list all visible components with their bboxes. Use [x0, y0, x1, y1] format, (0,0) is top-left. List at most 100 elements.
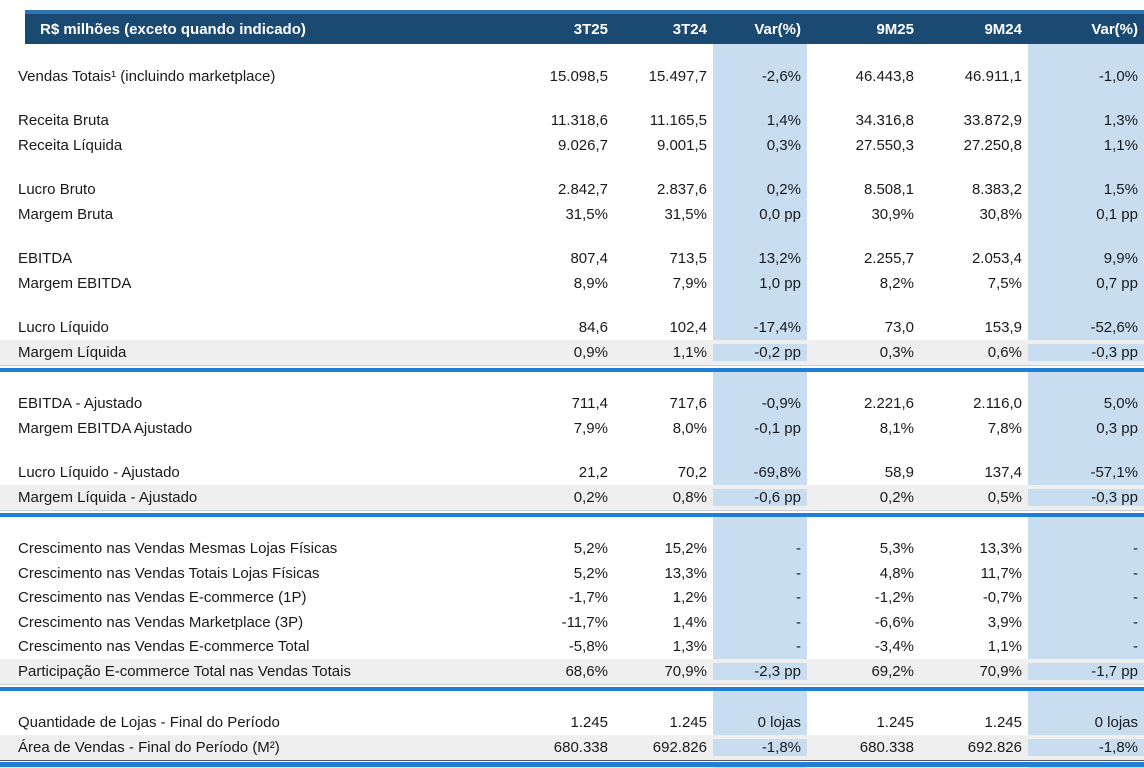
metric-label: EBITDA: [18, 250, 73, 268]
cell-var-pct-q: -: [713, 540, 807, 558]
cell-3t24: 15,2%: [664, 540, 707, 558]
cell-9m25: 1.245: [876, 714, 914, 732]
cell-9m25: 680.338: [859, 738, 914, 756]
cell-var-pct-q: -17,4%: [713, 319, 807, 337]
metric-label: Área de Vendas - Final do Período (M²): [18, 738, 280, 756]
table-section: Crescimento nas Vendas Mesmas Lojas Físi…: [0, 537, 1144, 691]
cell-9m24: 0,6%: [987, 343, 1022, 361]
table-section: Vendas Totais¹ (incluindo marketplace) 15…: [0, 64, 1144, 89]
table-row: Lucro Líquido 84,6 102,4 -17,4% 73,0 153,9 -52…: [0, 316, 1144, 341]
cell-3t24: 7,9%: [672, 274, 707, 292]
metric-label: Participação E-commerce Total nas Vendas…: [18, 662, 351, 680]
metric-label: Crescimento nas Vendas E-commerce Total: [18, 638, 310, 656]
cell-3t25: 711,4: [571, 395, 608, 413]
cell-var-pct-9m: -52,6%: [1028, 319, 1144, 337]
cell-3t25: 11.318,6: [550, 112, 608, 130]
column-header-9m25: 9M25: [876, 20, 914, 38]
cell-9m25: 4,8%: [879, 564, 914, 582]
metric-label: EBITDA - Ajustado: [18, 395, 143, 413]
cell-9m24: 1.245: [984, 714, 1022, 732]
table-row: Crescimento nas Vendas E-commerce (1P) -1…: [0, 586, 1144, 611]
cell-3t24: 11.165,5: [649, 112, 707, 130]
cell-9m24: 7,5%: [987, 274, 1022, 292]
cell-9m25: 46.443,8: [855, 67, 914, 85]
table-row: EBITDA - Ajustado 711,4 717,6 -0,9% 2.221,6 2…: [0, 392, 1144, 417]
table-row: Margem Bruta 31,5% 31,5% 0,0 pp 30,9% 30,8% 0,…: [0, 202, 1144, 227]
cell-var-pct-9m: -1,0%: [1028, 67, 1144, 85]
cell-3t24: 1,2%: [672, 589, 707, 607]
cell-3t25: 680.338: [553, 738, 608, 756]
table-row: Lucro Líquido - Ajustado 21,2 70,2 -69,8% 58…: [0, 461, 1144, 486]
cell-9m25: -1,2%: [874, 589, 914, 607]
cell-9m25: -6,6%: [874, 613, 914, 631]
cell-9m25: 58,9: [884, 464, 914, 482]
metric-label: Receita Bruta: [18, 112, 109, 130]
cell-3t24: 70,9%: [664, 662, 707, 680]
header-top-accent: [0, 10, 1144, 14]
cell-var-pct-q: -0,1 pp: [713, 419, 807, 437]
cell-var-pct-9m: -: [1028, 540, 1144, 558]
cell-3t25: 2.842,7: [557, 181, 608, 199]
metric-label: Margem Bruta: [18, 205, 114, 223]
cell-var-pct-q: -0,6 pp: [713, 488, 807, 506]
table-row: Crescimento nas Vendas Totais Lojas Físi…: [0, 561, 1144, 586]
table-row: Receita Bruta 11.318,6 11.165,5 1,4% 34.316,…: [0, 109, 1144, 134]
cell-9m25: 27.550,3: [855, 136, 914, 154]
cell-3t25: 5,2%: [573, 540, 608, 558]
cell-3t25: 8,9%: [573, 274, 608, 292]
cell-3t24: 31,5%: [664, 205, 707, 223]
table-row: Margem EBITDA 8,9% 7,9% 1,0 pp 8,2% 7,5% 0,7 p…: [0, 271, 1144, 296]
cell-9m25: 0,2%: [879, 488, 914, 506]
cell-9m25: 8,2%: [879, 274, 914, 292]
cell-var-pct-9m: -: [1028, 613, 1144, 631]
cell-3t25: -5,8%: [568, 638, 608, 656]
cell-var-pct-9m: -0,3 pp: [1028, 343, 1144, 361]
cell-var-pct-q: 13,2%: [713, 250, 807, 268]
cell-9m25: 34.316,8: [855, 112, 914, 130]
cell-9m24: 3,9%: [987, 613, 1022, 631]
metric-label: Lucro Bruto: [18, 181, 96, 199]
table-section: Lucro Líquido 84,6 102,4 -17,4% 73,0 153,9 -52…: [0, 316, 1144, 372]
section-separator: [0, 509, 1144, 517]
table-row: Área de Vendas - Final do Período (M²) 68…: [0, 735, 1144, 760]
table-section: Receita Bruta 11.318,6 11.165,5 1,4% 34.316,…: [0, 109, 1144, 158]
table-row: Margem Líquida - Ajustado 0,2% 0,8% -0,6 pp…: [0, 485, 1144, 510]
cell-var-pct-q: -0,2 pp: [713, 343, 807, 361]
cell-9m24: -0,7%: [982, 589, 1022, 607]
cell-3t24: 713,5: [669, 250, 707, 268]
table-row: Margem EBITDA Ajustado 7,9% 8,0% -0,1 pp 8,1…: [0, 416, 1144, 441]
cell-9m24: 7,8%: [987, 419, 1022, 437]
table-section: EBITDA 807,4 713,5 13,2% 2.255,7 2.053,4 9,9% M…: [0, 247, 1144, 296]
cell-3t25: 0,9%: [573, 343, 608, 361]
cell-3t24: 2.837,6: [656, 181, 707, 199]
metric-label: Margem Líquida - Ajustado: [18, 488, 198, 506]
cell-9m24: 46.911,1: [964, 67, 1022, 85]
cell-3t24: 13,3%: [664, 564, 707, 582]
cell-9m25: 30,9%: [871, 205, 914, 223]
cell-3t24: 15.497,7: [648, 67, 707, 85]
cell-var-pct-9m: 1,5%: [1028, 181, 1144, 199]
cell-9m25: 8.508,1: [863, 181, 914, 199]
cell-var-pct-q: 1,4%: [713, 112, 807, 130]
table-section: Quantidade de Lojas - Final do Período 1.…: [0, 711, 1144, 767]
metric-label: Crescimento nas Vendas Totais Lojas Físi…: [18, 564, 320, 582]
cell-3t25: 21,2: [578, 464, 608, 482]
cell-var-pct-q: -: [713, 564, 807, 582]
metric-label: Quantidade de Lojas - Final do Período: [18, 714, 280, 732]
cell-9m24: 11,7%: [980, 564, 1022, 582]
cell-9m25: 0,3%: [879, 343, 914, 361]
metric-label: Lucro Líquido: [18, 319, 109, 337]
cell-3t25: -11,7%: [561, 613, 608, 631]
cell-9m24: 692.826: [967, 738, 1022, 756]
cell-var-pct-q: -: [713, 589, 807, 607]
metric-label: Crescimento nas Vendas Marketplace (3P): [18, 613, 304, 631]
table-row: Quantidade de Lojas - Final do Período 1.…: [0, 711, 1144, 736]
cell-3t24: 8,0%: [672, 419, 707, 437]
table-body: Vendas Totais¹ (incluindo marketplace) 15…: [0, 64, 1144, 767]
cell-var-pct-9m: 0 lojas: [1028, 714, 1144, 732]
cell-9m24: 137,4: [984, 464, 1022, 482]
table-row: Crescimento nas Vendas E-commerce Total -…: [0, 635, 1144, 660]
cell-var-pct-q: 0,2%: [713, 181, 807, 199]
cell-var-pct-q: -: [713, 638, 807, 656]
cell-var-pct-q: -2,3 pp: [713, 662, 807, 680]
